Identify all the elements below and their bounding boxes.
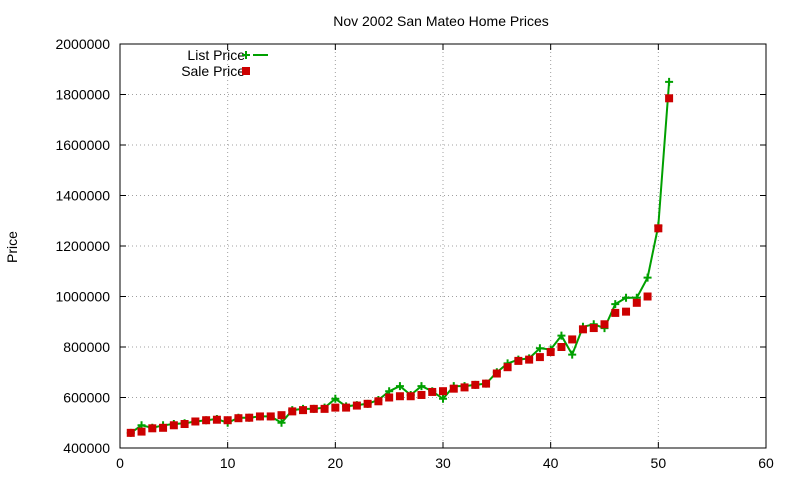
data-point xyxy=(589,324,598,333)
data-point xyxy=(395,392,404,401)
tick-labels: 0 10 20 30 40 50 60 400000 600000 800000 1000000 12… xyxy=(55,36,774,471)
data-point xyxy=(665,77,674,86)
data-point xyxy=(331,403,340,412)
data-point xyxy=(535,344,544,353)
data-point xyxy=(266,412,275,421)
data-point xyxy=(482,379,491,388)
data-point xyxy=(342,403,351,412)
data-point xyxy=(406,392,415,401)
data-point xyxy=(137,427,146,436)
y-tick-label: 1800000 xyxy=(55,87,110,103)
legend-label: List Price xyxy=(187,47,245,63)
chart-title: Nov 2002 San Mateo Home Prices xyxy=(333,13,549,29)
data-point xyxy=(299,406,308,415)
series-layer xyxy=(126,77,674,437)
data-point xyxy=(159,423,168,432)
data-point xyxy=(277,411,286,420)
data-point xyxy=(632,298,641,307)
y-axis-label: Price xyxy=(4,231,20,263)
data-point xyxy=(578,325,587,334)
data-point xyxy=(611,308,620,317)
data-point xyxy=(395,382,404,391)
grid xyxy=(120,44,766,448)
data-point xyxy=(643,292,652,301)
data-point xyxy=(600,320,609,329)
data-point xyxy=(288,407,297,416)
y-tick-label: 400000 xyxy=(63,440,110,456)
data-point xyxy=(245,413,254,422)
legend-marker xyxy=(242,67,250,75)
data-point xyxy=(471,380,480,389)
data-point xyxy=(148,424,157,433)
data-point xyxy=(320,404,329,413)
data-point xyxy=(191,417,200,426)
data-point xyxy=(622,307,631,316)
y-tick-label: 2000000 xyxy=(55,36,110,52)
data-point xyxy=(352,401,361,410)
data-point xyxy=(449,384,458,393)
legend-marker xyxy=(242,51,250,59)
y-tick-label: 1400000 xyxy=(55,188,110,204)
plot-frame xyxy=(119,43,767,449)
x-tick-label: 0 xyxy=(116,455,124,471)
data-point xyxy=(546,348,555,357)
y-tick-label: 800000 xyxy=(63,339,110,355)
data-point xyxy=(417,382,426,391)
data-point xyxy=(385,393,394,402)
y-tick-label: 1200000 xyxy=(55,238,110,254)
data-point xyxy=(331,394,340,403)
data-point xyxy=(665,94,674,103)
data-point xyxy=(557,331,566,340)
data-point xyxy=(557,343,566,351)
y-tick-label: 1600000 xyxy=(55,137,110,153)
data-point xyxy=(611,300,620,309)
data-point xyxy=(643,273,652,282)
data-point xyxy=(514,356,523,365)
x-tick-label: 60 xyxy=(758,455,774,471)
data-point xyxy=(223,416,232,425)
series-sale-price xyxy=(126,94,674,437)
data-point xyxy=(277,418,286,427)
x-tick-label: 30 xyxy=(435,455,451,471)
data-point xyxy=(428,387,437,396)
data-point xyxy=(212,415,221,424)
data-point xyxy=(417,390,426,399)
y-tick-label: 600000 xyxy=(63,390,110,406)
data-point xyxy=(126,428,135,437)
data-point xyxy=(568,350,577,359)
data-point xyxy=(535,353,544,362)
legend-label: Sale Price xyxy=(181,63,245,79)
x-tick-label: 20 xyxy=(328,455,344,471)
data-point xyxy=(439,394,447,403)
data-point xyxy=(363,399,372,408)
x-tick-label: 50 xyxy=(651,455,667,471)
data-point xyxy=(180,420,189,429)
data-point xyxy=(169,421,178,430)
data-point xyxy=(439,387,447,396)
x-tick-label: 10 xyxy=(220,455,236,471)
data-point xyxy=(255,412,264,421)
data-point xyxy=(622,293,631,302)
data-point xyxy=(202,416,211,425)
x-tick-label: 40 xyxy=(543,455,559,471)
y-tick-label: 1000000 xyxy=(55,289,110,305)
data-point xyxy=(460,383,469,392)
data-point xyxy=(654,224,663,233)
data-point xyxy=(503,363,512,372)
data-point xyxy=(525,355,534,364)
data-point xyxy=(309,404,318,413)
data-point xyxy=(568,335,577,344)
data-point xyxy=(234,414,243,423)
data-point xyxy=(374,397,383,406)
data-point xyxy=(492,369,501,378)
